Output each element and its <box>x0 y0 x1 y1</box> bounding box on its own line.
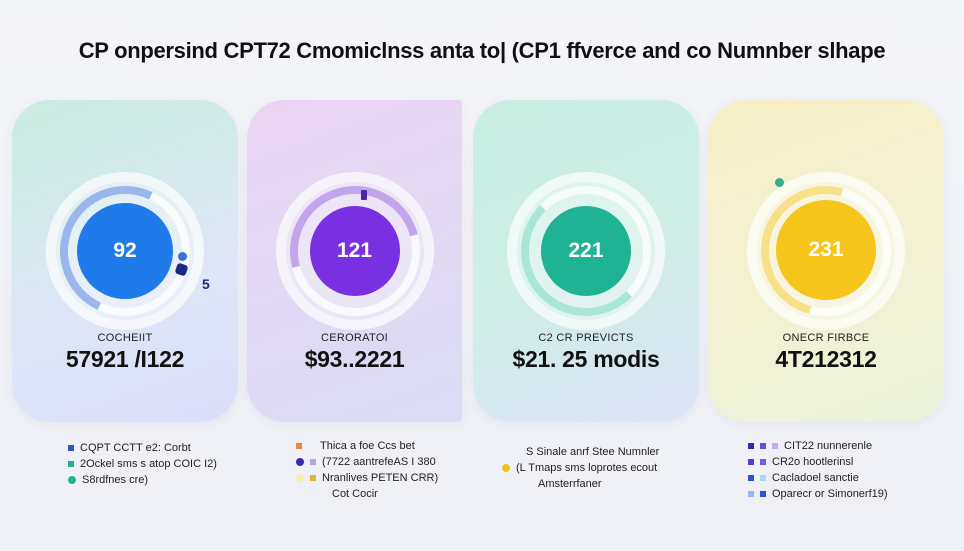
legend-text: Oparecr or Simonerf19) <box>772 488 888 500</box>
legend-square-icon <box>760 443 766 449</box>
legend-square-icon <box>68 445 74 451</box>
metric-card-4: 231 ONECR FIRBCE 4T212312 <box>708 100 944 422</box>
metric-card-1: 92 5 COCHEIIT 57921 /I122 <box>12 100 238 422</box>
card-value: 4T212312 <box>775 346 877 372</box>
card-label: ONECR FIRBCE <box>782 332 870 344</box>
legend-text: Cot Cocir <box>332 488 378 500</box>
legend-item: Oparecr or Simonerf19) <box>748 486 888 502</box>
legend-circle-icon <box>296 458 304 466</box>
card-value: $93..2221 <box>304 346 405 372</box>
marker-dot <box>775 178 784 187</box>
legend-2: Thica a foe Ccs bet (7722 aantrefeAS I 3… <box>296 438 438 502</box>
legend-text: CQPT CCTT e2: Corbt <box>80 442 191 454</box>
legend-square-icon <box>760 459 766 465</box>
legend-square-icon <box>772 443 778 449</box>
legend-text: Nranlives PETEN CRR) <box>322 472 439 484</box>
legend-item: Thica a foe Ccs bet <box>296 438 438 454</box>
legend-item: Nranlives PETEN CRR) <box>296 470 438 486</box>
legend-circle-icon <box>296 474 304 482</box>
ring-track <box>289 186 420 316</box>
legend-square-icon <box>760 475 766 481</box>
legend-circle-icon <box>502 464 510 472</box>
legend-1: CQPT CCTT e2: Corbt 2Ockel sms s atop CO… <box>68 440 217 488</box>
ring-track <box>60 186 190 316</box>
legend-item: 2Ockel sms s atop COIC I2) <box>68 456 217 472</box>
legend-square-icon <box>748 459 754 465</box>
legend-item: S Sinale anrf Stee Numnler <box>502 444 659 460</box>
legend-circle-icon <box>68 476 76 484</box>
legend-item: Cacladoel sanctie <box>748 470 888 486</box>
legend-item: (7722 aantrefeAS I 380 <box>296 454 438 470</box>
legend-text: CIT22 nunnerenle <box>784 440 873 452</box>
legend-square-icon <box>296 443 302 449</box>
legend-item: Amsterrfaner <box>502 476 659 492</box>
legend-square-icon <box>760 491 766 497</box>
legend-4: CIT22 nunnerenle CR2o hootlerinsl Caclad… <box>748 438 888 502</box>
legend-square-icon <box>310 459 316 465</box>
legend-item: CQPT CCTT e2: Corbt <box>68 440 217 456</box>
legend-3: S Sinale anrf Stee Numnler (L Tmaps sms … <box>502 444 659 492</box>
legend-square-icon <box>748 475 754 481</box>
legend-text: (L Tmaps sms loprotes ecout <box>516 462 658 474</box>
legend-item: S8rdfnes cre) <box>68 472 217 488</box>
legend-item: Cot Cocir <box>296 486 438 502</box>
metric-card-3: 221 C2 CR PREVICTS $21. 25 modis <box>473 100 699 422</box>
metric-card-2: 121 CERORATOI $93..2221 <box>247 100 462 422</box>
center-value: 92 <box>77 203 173 299</box>
card-label: COCHEIIT <box>97 332 153 344</box>
legend-square-icon <box>310 475 316 481</box>
legend-item: (L Tmaps sms loprotes ecout <box>502 460 659 476</box>
marker-flag-icon <box>361 190 367 200</box>
legend-text: 2Ockel sms s atop COIC I2) <box>80 458 217 470</box>
legend-text: (7722 aantrefeAS I 380 <box>322 456 436 468</box>
marker-dot <box>178 252 187 261</box>
legend-square-icon <box>748 443 754 449</box>
legend-square-icon <box>748 491 754 497</box>
legend-text: CR2o hootlerinsl <box>772 456 854 468</box>
legend-text: S Sinale anrf Stee Numnler <box>526 446 660 458</box>
legend-item: CR2o hootlerinsl <box>748 454 888 470</box>
legend-item: CIT22 nunnerenle <box>748 438 888 454</box>
center-value: 231 <box>776 200 876 300</box>
card-value: $21. 25 modis <box>512 346 660 372</box>
ring-track <box>761 186 891 316</box>
card-label: C2 CR PREVICTS <box>538 332 634 344</box>
legend-text: S8rdfnes cre) <box>82 474 149 486</box>
legend-text: Amsterrfaner <box>538 478 602 490</box>
legend-text: Thica a foe Ccs bet <box>320 440 415 452</box>
card-value: 57921 /I122 <box>65 346 185 372</box>
side-number: 5 <box>202 276 210 292</box>
page-title: CP onpersind CPT72 Cmomiclnss anta to| (… <box>78 38 886 63</box>
ring-arc <box>521 186 651 316</box>
center-value: 221 <box>541 206 631 296</box>
legend-text: Cacladoel sanctie <box>772 472 859 484</box>
center-value: 121 <box>309 206 400 296</box>
card-label: CERORATOI <box>320 332 389 344</box>
legend-square-icon <box>68 461 74 467</box>
